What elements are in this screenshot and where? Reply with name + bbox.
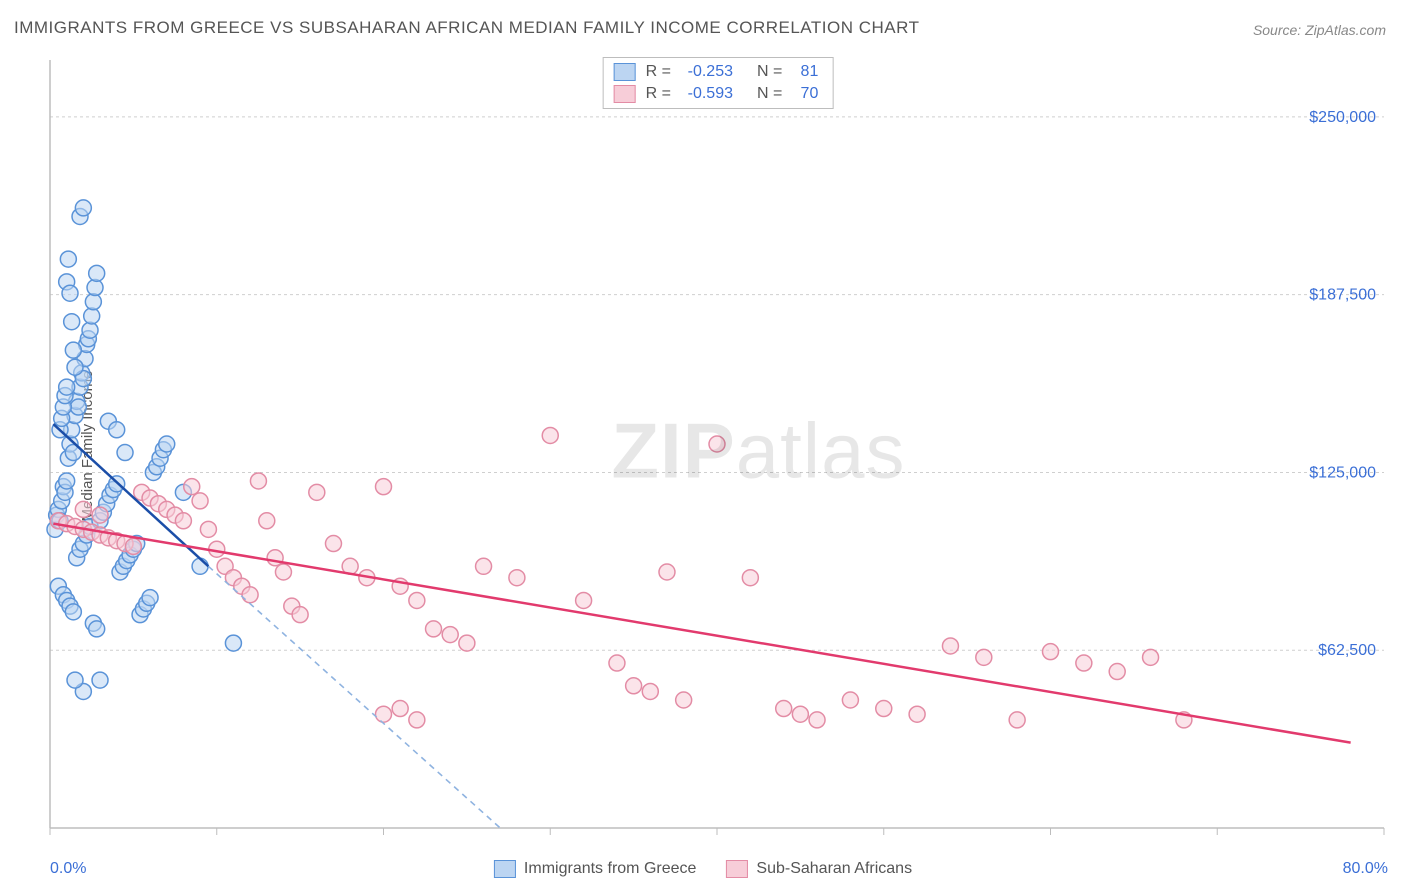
r-label: R = (646, 61, 671, 83)
n-label: N = (757, 83, 782, 105)
stats-legend-row: R = -0.253 N = 81 (614, 61, 819, 83)
svg-text:$62,500: $62,500 (1318, 642, 1376, 659)
legend-swatch (614, 63, 636, 81)
x-axis-max-label: 80.0% (1343, 860, 1388, 878)
series-legend-label: Immigrants from Greece (524, 860, 696, 878)
source-prefix: Source: (1253, 22, 1305, 38)
legend-swatch (726, 860, 748, 878)
svg-text:$250,000: $250,000 (1309, 109, 1376, 126)
legend-swatch (614, 85, 636, 103)
source-attribution: Source: ZipAtlas.com (1253, 22, 1386, 38)
stats-legend-row: R = -0.593 N = 70 (614, 83, 819, 105)
series-legend: Immigrants from Greece Sub-Saharan Africa… (494, 860, 912, 878)
series-legend-label: Sub-Saharan Africans (756, 860, 912, 878)
n-label: N = (757, 61, 782, 83)
legend-swatch (494, 860, 516, 878)
r-value: -0.253 (677, 61, 733, 83)
x-axis-min-label: 0.0% (50, 860, 86, 878)
svg-text:$187,500: $187,500 (1309, 287, 1376, 304)
chart-title: IMMIGRANTS FROM GREECE VS SUBSAHARAN AFR… (14, 18, 919, 38)
series-legend-item: Immigrants from Greece (494, 860, 696, 878)
svg-text:$125,000: $125,000 (1309, 464, 1376, 481)
source-name: ZipAtlas.com (1305, 22, 1386, 38)
scatter-plot-svg: $62,500 $125,000 $187,500 $250,000 (44, 54, 1392, 848)
series-legend-item: Sub-Saharan Africans (726, 860, 912, 878)
stats-legend: R = -0.253 N = 81 R = -0.593 N = 70 (603, 57, 834, 109)
n-value: 70 (788, 83, 818, 105)
chart-container: IMMIGRANTS FROM GREECE VS SUBSAHARAN AFR… (0, 0, 1406, 892)
r-label: R = (646, 83, 671, 105)
r-value: -0.593 (677, 83, 733, 105)
plot-area: $62,500$125,000$187,500$250,000 ZIPatlas… (44, 54, 1392, 848)
n-value: 81 (788, 61, 818, 83)
